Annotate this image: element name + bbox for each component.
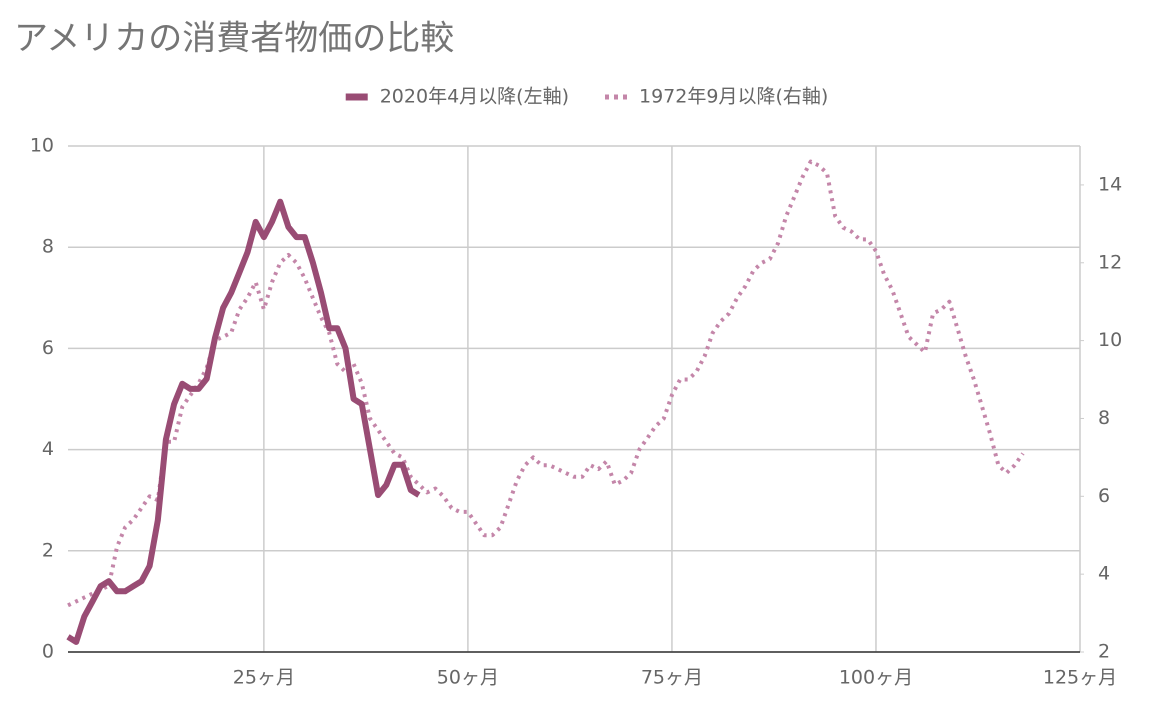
- x-tick-label: 50ヶ月: [437, 667, 499, 689]
- y-tick-label: 8: [42, 236, 54, 258]
- y-tick-label: 6: [42, 337, 54, 359]
- y-tick-label: 4: [42, 438, 54, 460]
- y2-tick-label: 6: [1098, 485, 1110, 507]
- x-tick-label: 75ヶ月: [641, 667, 703, 689]
- y2-tick-label: 10: [1098, 329, 1122, 351]
- y2-tick-label: 4: [1098, 563, 1110, 585]
- x-tick-label: 125ヶ月: [1043, 667, 1117, 689]
- y-tick-label: 2: [42, 539, 54, 561]
- y2-tick-label: 14: [1098, 173, 1122, 195]
- legend-label: 2020年4月以降(左軸): [380, 86, 569, 108]
- chart-title: アメリカの消費者物価の比較: [14, 19, 454, 59]
- legend-label: 1972年9月以降(右軸): [639, 86, 828, 108]
- y-tick-label: 0: [42, 641, 54, 663]
- y-tick-label: 10: [30, 135, 54, 157]
- y2-tick-label: 8: [1098, 407, 1110, 429]
- x-tick-label: 25ヶ月: [233, 667, 295, 689]
- series-line: [66, 198, 421, 645]
- y2-tick-label: 12: [1098, 251, 1122, 273]
- x-tick-label: 100ヶ月: [839, 667, 913, 689]
- series-line: [67, 159, 1025, 608]
- y2-tick-label: 2: [1098, 641, 1110, 663]
